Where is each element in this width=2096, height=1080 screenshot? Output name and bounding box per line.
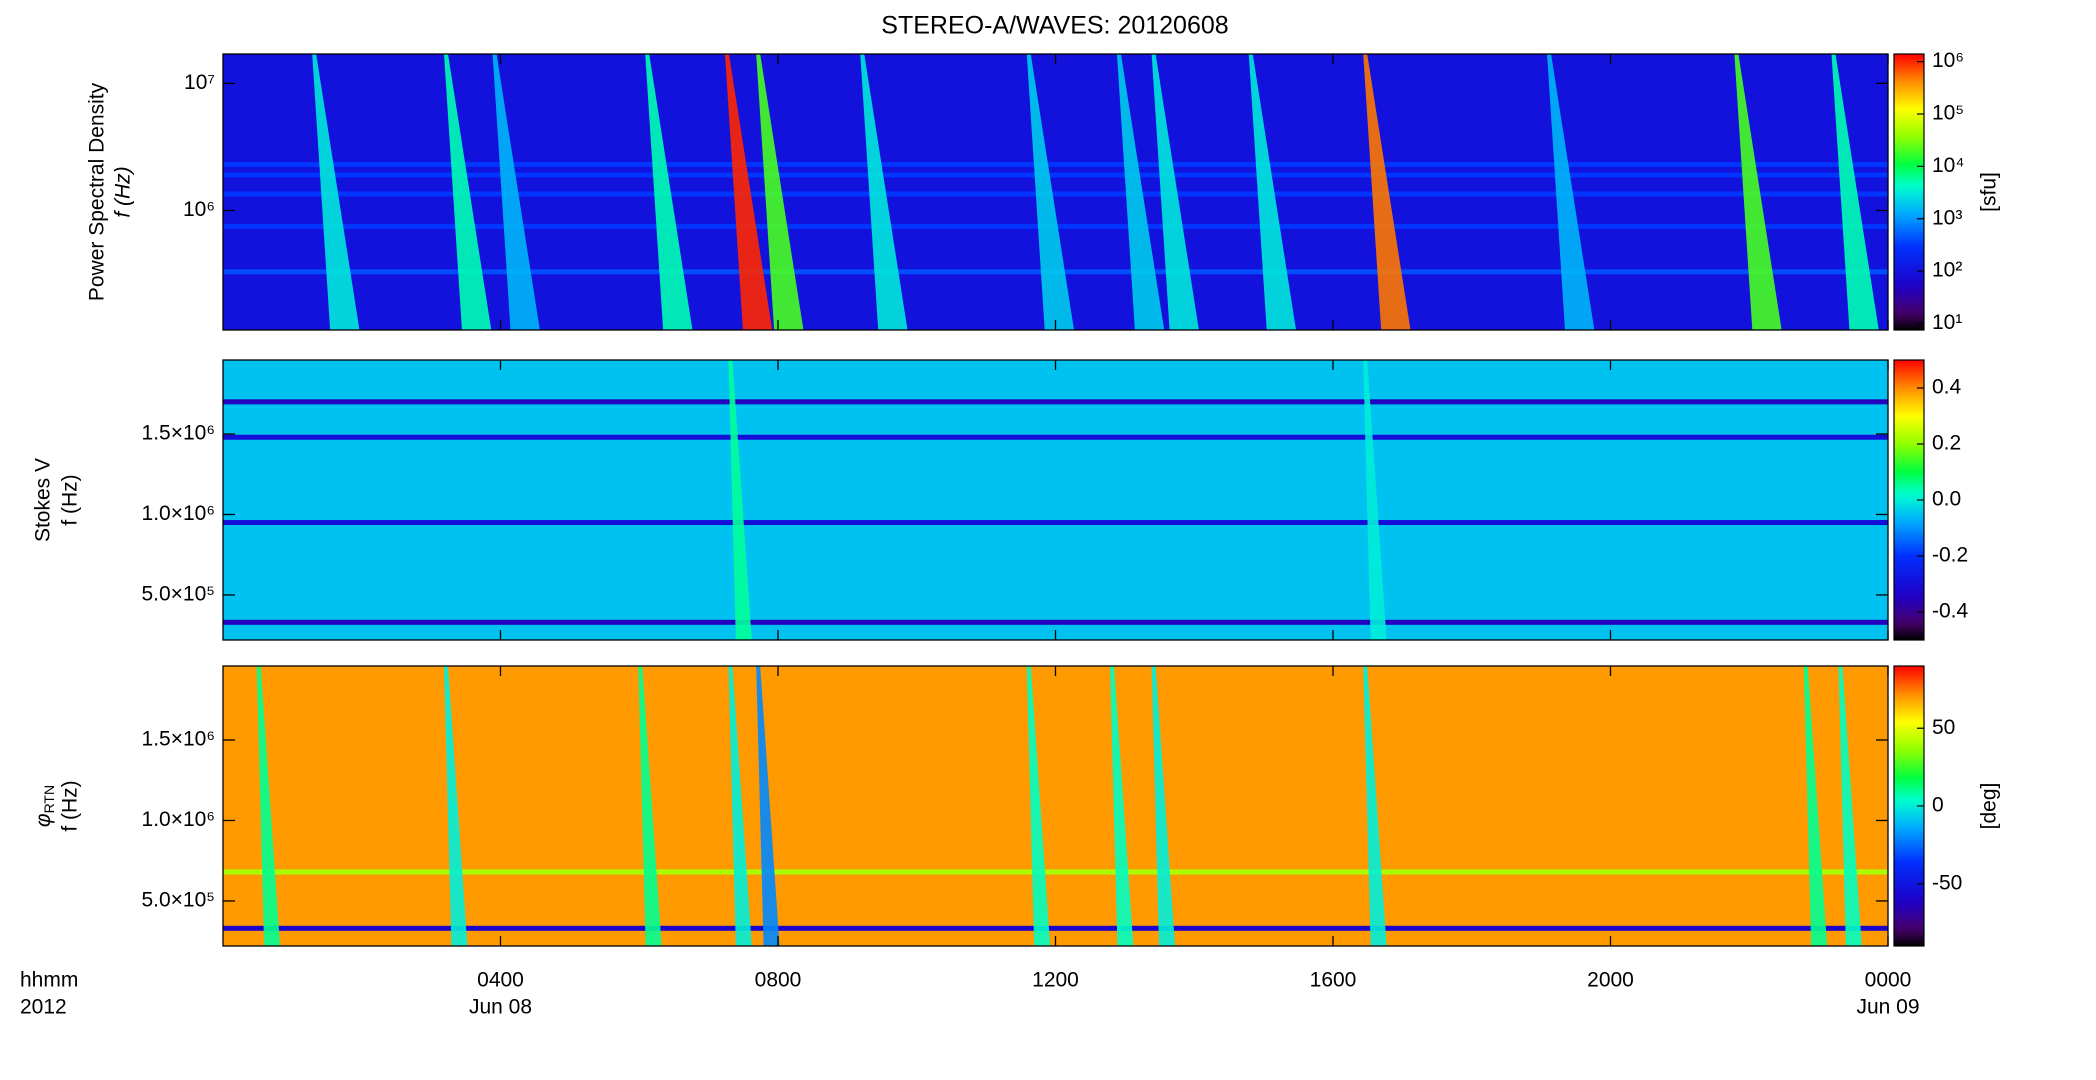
radio-burst xyxy=(1363,54,1411,330)
x-tick-label: 0800 xyxy=(755,969,802,992)
y-tick-label: 1.5×10⁶ xyxy=(142,422,215,445)
x-tick-label: 0000 xyxy=(1865,969,1912,992)
x-date-label: Jun 08 xyxy=(469,996,532,1019)
colorbar-label: [deg] xyxy=(1978,783,2001,830)
y-axis-label: f (Hz) xyxy=(112,166,135,217)
frequency-band xyxy=(223,925,1888,931)
spectrogram xyxy=(223,54,1888,330)
frequency-band xyxy=(223,520,1888,526)
y-axis-label: Stokes V xyxy=(32,458,55,542)
radio-burst xyxy=(1248,54,1297,330)
radio-burst xyxy=(1026,54,1075,330)
y-tick-label: 1.5×10⁶ xyxy=(142,728,215,751)
colorbar-tick-label: -0.2 xyxy=(1932,544,1968,567)
colorbar-tick-label: 50 xyxy=(1932,716,1955,739)
colorbar-tick-label: 10⁵ xyxy=(1932,102,1964,125)
colorbar-tick-label: 0.4 xyxy=(1932,376,1962,399)
colorbar-tick-label: 0 xyxy=(1932,794,1944,817)
radio-burst xyxy=(444,54,492,330)
radio-burst xyxy=(1110,666,1134,946)
x-date-label: Jun 09 xyxy=(1856,996,1919,1019)
x-unit-label: 2012 xyxy=(20,996,67,1019)
x-unit-label: hhmm xyxy=(20,969,78,992)
spectrogram xyxy=(223,666,1888,946)
x-tick-label: 2000 xyxy=(1587,969,1634,992)
spectrogram xyxy=(223,360,1888,640)
radio-burst xyxy=(756,54,804,330)
colorbar xyxy=(1893,53,1925,331)
radio-burst xyxy=(756,666,780,946)
colorbar-tick-label: 10³ xyxy=(1932,206,1962,229)
radio-burst xyxy=(1026,666,1051,946)
x-tick-label: 1200 xyxy=(1032,969,1079,992)
radio-burst xyxy=(1831,54,1879,330)
x-tick-label: 1600 xyxy=(1310,969,1357,992)
chart-title: STEREO-A/WAVES: 20120608 xyxy=(881,12,1228,40)
colorbar-tick-label: 10⁶ xyxy=(1932,49,1964,72)
colorbar-tick-label: -0.4 xyxy=(1932,600,1969,623)
y-tick-label: 5.0×10⁵ xyxy=(141,582,215,605)
spectrogram-background xyxy=(223,666,1888,946)
radio-burst xyxy=(1734,54,1782,330)
radio-burst xyxy=(1838,666,1862,946)
radio-burst xyxy=(724,54,773,330)
radio-burst xyxy=(492,54,540,330)
radio-burst xyxy=(1547,54,1595,330)
spectrogram-background xyxy=(223,360,1888,640)
radio-burst xyxy=(1151,54,1199,330)
y-axis-label: f (Hz) xyxy=(59,474,82,525)
radio-burst xyxy=(728,360,752,640)
radio-burst xyxy=(860,54,908,330)
frequency-band xyxy=(223,172,1888,178)
radio-burst xyxy=(312,54,360,330)
y-axis-label: φRTN xyxy=(32,785,57,827)
y-axis-label: f (Hz) xyxy=(59,780,82,831)
y-tick-label: 1.0×10⁶ xyxy=(142,808,215,831)
radio-burst xyxy=(1151,666,1176,946)
frequency-band xyxy=(223,162,1888,168)
frequency-band xyxy=(223,434,1888,440)
frequency-band xyxy=(223,191,1888,197)
radio-burst xyxy=(1803,666,1828,946)
y-tick-label: 1.0×10⁶ xyxy=(142,502,215,525)
frequency-band xyxy=(223,619,1888,625)
colorbar-tick-label: -50 xyxy=(1932,871,1962,894)
colorbar-tick-label: 10² xyxy=(1932,259,1962,282)
y-axis-label-symbol: φ xyxy=(32,813,55,827)
radio-burst xyxy=(1116,54,1165,330)
x-tick-label: 0400 xyxy=(477,969,524,992)
y-axis-label-subscript: RTN xyxy=(41,785,57,814)
frequency-band xyxy=(223,869,1888,875)
radio-burst xyxy=(256,666,281,946)
colorbar-tick-label: 0.0 xyxy=(1932,488,1961,511)
radio-burst xyxy=(1363,666,1387,946)
radio-burst xyxy=(638,666,662,946)
radio-burst xyxy=(444,666,468,946)
radio-burst xyxy=(645,54,693,330)
y-axis-label: Power Spectral Density xyxy=(86,82,109,301)
radio-burst xyxy=(728,666,752,946)
colorbar-tick-label: 10⁴ xyxy=(1932,154,1964,177)
y-tick-label: 10⁷ xyxy=(184,71,215,94)
frequency-band xyxy=(223,399,1888,405)
radio-burst xyxy=(1363,360,1387,640)
y-tick-label: 5.0×10⁵ xyxy=(141,888,215,911)
y-tick-label: 10⁶ xyxy=(183,198,215,221)
colorbar-tick-label: 10¹ xyxy=(1932,311,1962,334)
colorbar-tick-label: 0.2 xyxy=(1932,432,1961,455)
colorbar-label: [sfu] xyxy=(1978,172,2001,212)
